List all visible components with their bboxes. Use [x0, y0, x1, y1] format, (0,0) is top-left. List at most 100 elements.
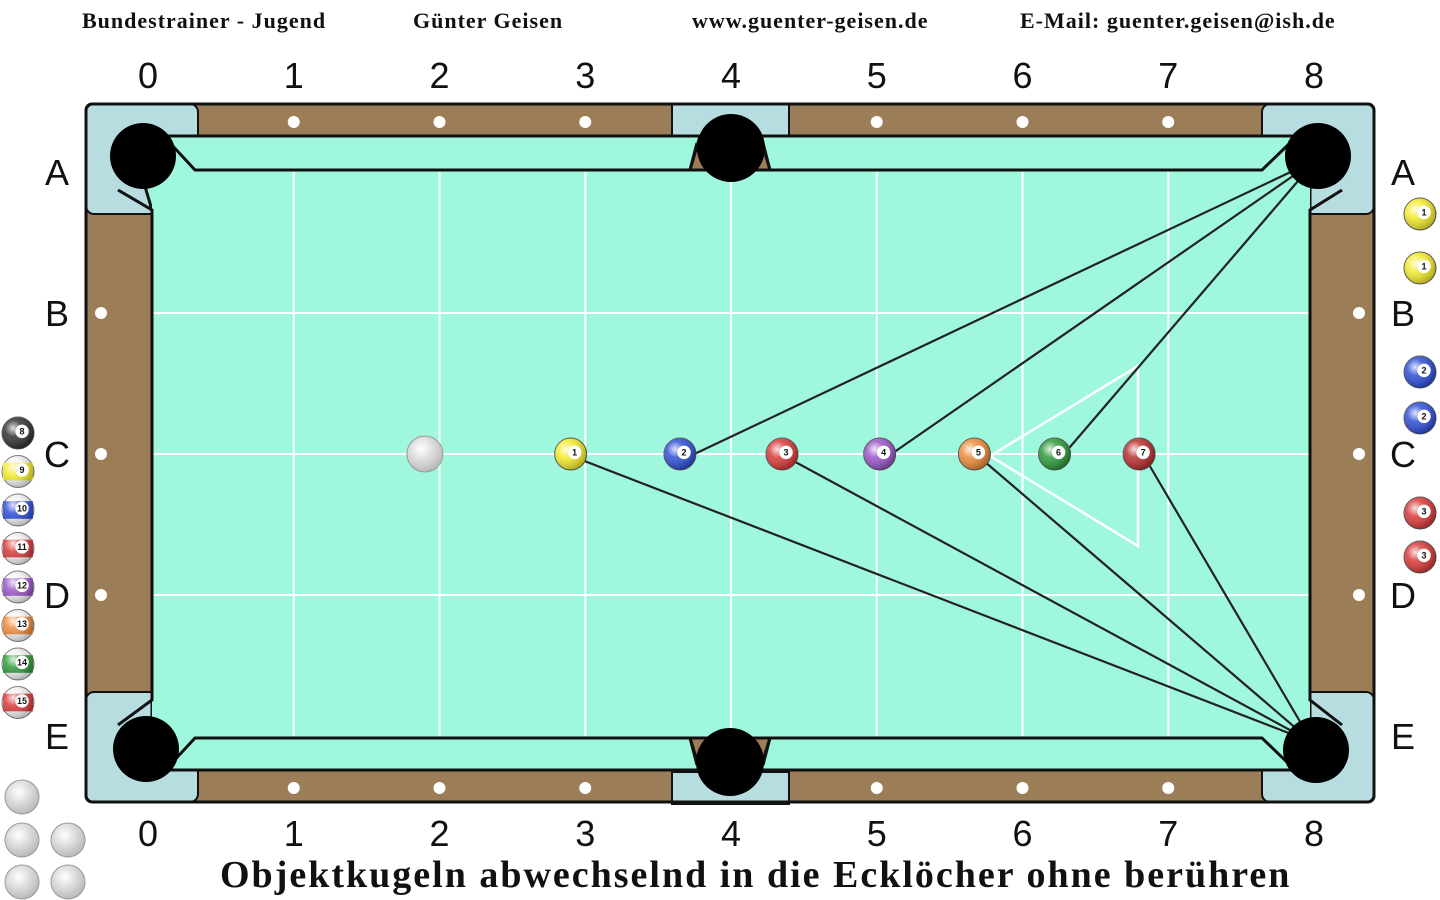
- row-label: A: [1390, 152, 1415, 193]
- right-spare-ball: 2: [1403, 355, 1437, 389]
- cue-ball: [406, 435, 444, 473]
- object-ball: 4: [863, 437, 897, 471]
- shot-line: [979, 457, 1313, 743]
- cushion-outline-top-left: [168, 141, 699, 172]
- column-label: 2: [429, 55, 450, 96]
- shot-lines: [576, 159, 1317, 744]
- rail-diamond: [1353, 307, 1365, 319]
- column-label: 0: [137, 813, 159, 854]
- rail-diamond: [1353, 448, 1365, 460]
- column-label: 4: [720, 813, 742, 854]
- rail-diamond: [1353, 589, 1365, 601]
- spare-cue-ball: [50, 822, 86, 858]
- ball-number: 7: [1141, 448, 1146, 458]
- object-ball: 6: [1038, 437, 1072, 471]
- column-label: 0: [137, 55, 159, 96]
- rail-diamond: [1162, 782, 1175, 794]
- ball-number: 1: [1421, 208, 1426, 218]
- rail-diamond: [1016, 782, 1029, 794]
- column-label: 4: [720, 55, 742, 96]
- shot-line: [787, 457, 1313, 743]
- left-spare-ball: 14: [1, 647, 35, 681]
- ball-number: 12: [17, 581, 27, 591]
- header-author: Günter Geisen: [413, 8, 564, 33]
- rail-diamond: [287, 116, 300, 128]
- column-label: 1: [283, 813, 304, 854]
- ball-number: 2: [1421, 366, 1426, 376]
- column-label: 1: [283, 55, 304, 96]
- column-label: 6: [1012, 813, 1033, 854]
- left-spare-ball: 12: [1, 570, 35, 604]
- row-label: E: [44, 716, 69, 757]
- object-ball: 2: [663, 437, 697, 471]
- object-ball: 1: [554, 437, 588, 471]
- right-spare-ball: 3: [1403, 540, 1437, 574]
- ball-number: 3: [1421, 507, 1426, 517]
- right-spare-ball: 1: [1403, 251, 1437, 285]
- shot-line: [885, 159, 1317, 459]
- row-label: B: [44, 293, 69, 334]
- rail-diamond: [433, 116, 446, 128]
- rail-diamond: [95, 589, 107, 601]
- ball-number: 5: [976, 448, 981, 458]
- spare-cue-ball: [50, 864, 86, 900]
- footer-caption: Objektkugeln abwechselnd in die Ecklöche…: [220, 854, 1292, 896]
- object-ball: 5: [957, 437, 991, 471]
- ball-number: 3: [1421, 551, 1426, 561]
- ball-number: 15: [17, 696, 27, 706]
- left-spare-ball: 13: [1, 609, 35, 642]
- object-ball: 3: [765, 437, 799, 471]
- ball-number: 13: [17, 619, 27, 629]
- table-outer-outline: [84, 102, 1376, 804]
- column-label: 7: [1158, 55, 1179, 96]
- column-label: 8: [1303, 55, 1325, 96]
- cushion-outline-right: [1308, 188, 1343, 727]
- pocket-e0: [113, 716, 179, 782]
- spare-cue-ball: [4, 864, 40, 900]
- header: Bundestrainer - Jugend Günter Geisen www…: [0, 0, 1440, 44]
- rail-diamond: [1016, 116, 1029, 128]
- pocket-a8: [1285, 123, 1351, 189]
- ball-number: 6: [1056, 448, 1061, 458]
- spare-cue-ball: [4, 822, 40, 858]
- cushion-outline-left: [117, 188, 154, 727]
- pocket-e4: [696, 728, 764, 796]
- rail-diamond: [1162, 116, 1175, 128]
- shot-line: [1144, 457, 1313, 743]
- row-label: D: [1390, 575, 1416, 616]
- object-ball: 7: [1122, 437, 1156, 471]
- column-label: 7: [1158, 813, 1179, 854]
- table-balls: 1 2 3 4 5 6 7: [406, 435, 1156, 473]
- header-email-link[interactable]: E-Mail: guenter.geisen@ish.de: [1020, 8, 1336, 33]
- column-label: 2: [429, 813, 450, 854]
- rail-diamond: [870, 782, 883, 794]
- row-label: A: [44, 152, 69, 193]
- pocket-e8: [1283, 717, 1349, 783]
- right-spare-ball: 3: [1403, 496, 1437, 530]
- column-label: 8: [1303, 813, 1325, 854]
- shot-line: [685, 159, 1317, 459]
- right-spare-ball: 2: [1403, 401, 1437, 435]
- spare-cue-ball: [4, 779, 40, 815]
- rail-diamond: [579, 782, 592, 794]
- column-label: 5: [866, 813, 887, 854]
- ball-number: 14: [17, 658, 27, 668]
- ball-number: 4: [881, 448, 886, 458]
- ball-number: 1: [1421, 262, 1426, 272]
- rail-diamond: [95, 448, 107, 460]
- left-spare-ball: 15: [1, 686, 35, 719]
- pocket-a0: [110, 123, 176, 189]
- row-label: B: [1390, 293, 1415, 334]
- cushion-outline-top-right: [761, 141, 1292, 172]
- cushion-outline-bottom-left: [168, 736, 699, 767]
- column-label: 6: [1012, 55, 1033, 96]
- ball-number: 11: [17, 542, 27, 552]
- header-website-link[interactable]: www.guenter-geisen.de: [692, 8, 929, 33]
- left-spare-ball: 11: [1, 532, 35, 565]
- row-label: C: [1390, 434, 1416, 475]
- cushion-outline-bottom-right: [761, 736, 1292, 767]
- pocket-a4: [697, 114, 765, 182]
- column-label: 5: [866, 55, 887, 96]
